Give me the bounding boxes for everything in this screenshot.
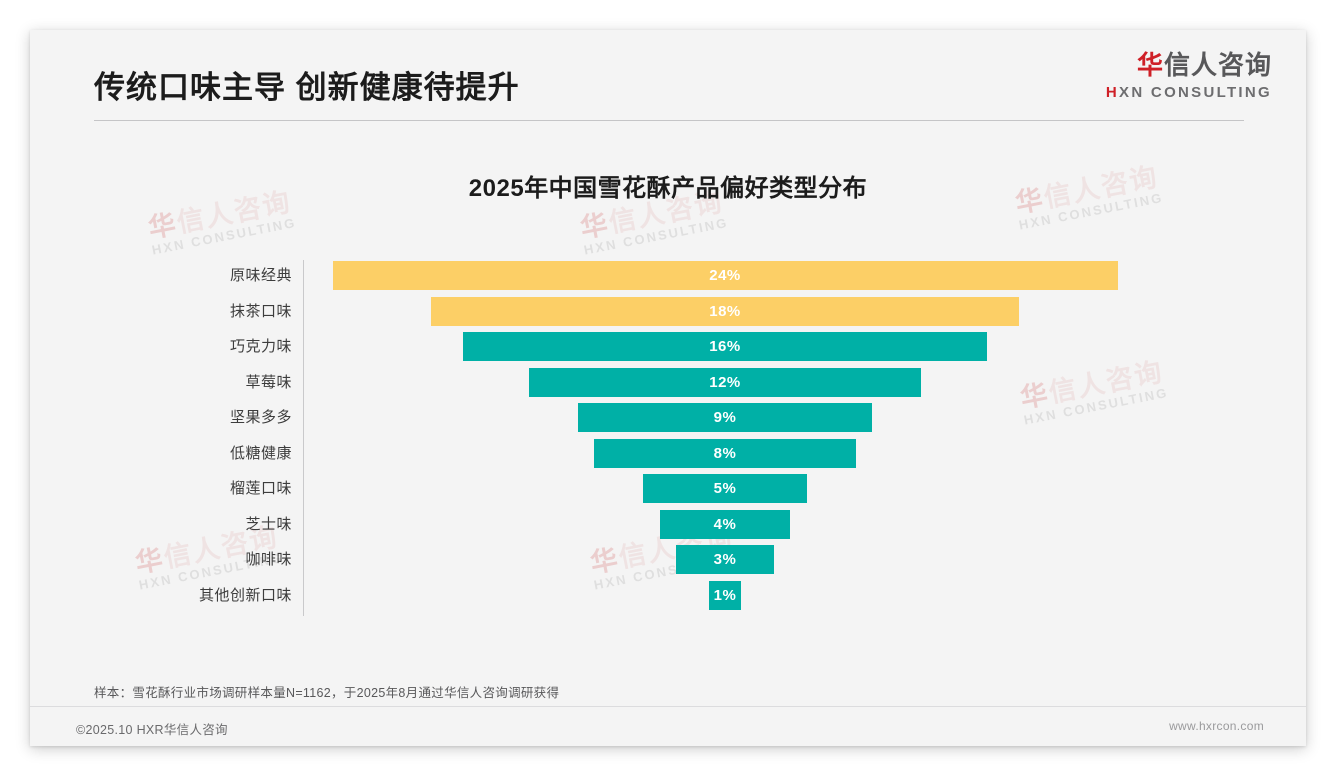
bar-track: 1% [303,578,1306,614]
slide-footer: ©2025.10 HXR华信人咨询 www.hxrcon.com [30,707,1306,746]
funnel-bar[interactable]: 5% [643,474,807,503]
bar-track: 5% [303,471,1306,507]
category-label: 草莓味 [245,373,292,391]
category-label: 芝士味 [245,515,292,533]
logo-en-rest: XN CONSULTING [1119,84,1272,101]
bar-value-label: 3% [713,551,737,568]
bar-track: 16% [303,329,1306,365]
watermark-cn-red: 华 [577,208,613,244]
chart-row: 原味经典 24% [30,258,1306,294]
bar-track: 12% [303,365,1306,401]
watermark-en: HXN CONSULTING [582,215,730,258]
funnel-bar[interactable]: 4% [659,509,791,539]
bar-track: 3% [303,542,1306,578]
footer-copyright: ©2025.10 HXR华信人咨询 [76,723,228,737]
funnel-chart: 原味经典 24% 抹茶口味 18% 巧克力味 16% 草莓味 12% 坚果多多 9% 低糖健康 8% 榴… [30,258,1306,628]
funnel-bar[interactable]: 8% [594,438,856,468]
category-label: 榴莲口味 [229,480,292,497]
chart-row: 草莓味 12% [30,365,1306,401]
logo-cn-red: 华 [1136,50,1164,80]
category-label: 坚果多多 [229,409,292,426]
category-label: 巧克力味 [229,338,292,355]
bar-value-label: 1% [713,586,737,604]
logo-en-red: H [1105,84,1120,101]
logo-cn-rest: 信人咨询 [1163,50,1272,80]
footer-divider [30,706,1306,707]
bar-track: 4% [303,507,1306,543]
funnel-bar[interactable]: 16% [463,332,987,361]
bar-value-label: 18% [709,302,741,320]
funnel-bar[interactable]: 18% [430,296,1020,326]
category-label: 咖啡味 [245,551,292,568]
logo-chinese: 华信人咨询 [1106,52,1272,78]
footer-website: www.hxrcon.com [1169,719,1264,733]
funnel-bar[interactable]: 3% [675,545,775,574]
bar-value-label: 5% [713,480,737,497]
chart-rows: 原味经典 24% 抹茶口味 18% 巧克力味 16% 草莓味 12% 坚果多多 9% 低糖健康 8% 榴… [30,258,1306,613]
category-label: 低糖健康 [229,444,292,462]
bar-track: 8% [303,436,1306,472]
funnel-bar[interactable]: 9% [577,403,873,432]
chart-row: 低糖健康 8% [30,436,1306,472]
chart-axis-line [303,260,304,616]
bar-value-label: 8% [713,444,737,462]
chart-title: 2025年中国雪花酥产品偏好类型分布 [468,175,868,202]
funnel-bar[interactable]: 24% [332,261,1118,290]
slide-header: 传统口味主导 创新健康待提升 华信人咨询 HXN CONSULTING [30,30,1306,122]
chart-row: 抹茶口味 18% [30,294,1306,330]
chart-row: 芝士味 4% [30,507,1306,543]
watermark-cn-red: 华 [145,208,181,244]
bar-track: 24% [303,258,1306,294]
chart-row: 巧克力味 16% [30,329,1306,365]
watermark-en: HXN CONSULTING [150,215,298,258]
category-label: 原味经典 [229,267,292,284]
chart-row: 坚果多多 9% [30,400,1306,436]
bar-value-label: 4% [713,515,737,533]
bar-value-label: 24% [709,267,741,284]
chart-row: 咖啡味 3% [30,542,1306,578]
funnel-bar[interactable]: 12% [528,367,922,397]
company-logo: 华信人咨询 HXN CONSULTING [1106,52,1272,100]
logo-english: HXN CONSULTING [1106,85,1272,100]
category-label: 抹茶口味 [229,302,292,320]
bar-track: 9% [303,400,1306,436]
category-label: 其他创新口味 [198,586,292,604]
chart-footnote: 样本：雪花酥行业市场调研样本量N=1162，于2025年8月通过华信人咨询调研获… [94,686,560,700]
header-divider [94,120,1244,121]
slide-card: 华信人咨询 HXN CONSULTING 华信人咨询 HXN CONSULTIN… [30,30,1306,746]
page-title: 传统口味主导 创新健康待提升 [94,70,520,105]
chart-row: 榴莲口味 5% [30,471,1306,507]
bar-value-label: 12% [709,373,741,391]
bar-value-label: 16% [709,338,741,355]
chart-row: 其他创新口味 1% [30,578,1306,614]
bar-track: 18% [303,294,1306,330]
funnel-bar[interactable]: 1% [708,580,742,610]
bar-value-label: 9% [713,409,737,426]
